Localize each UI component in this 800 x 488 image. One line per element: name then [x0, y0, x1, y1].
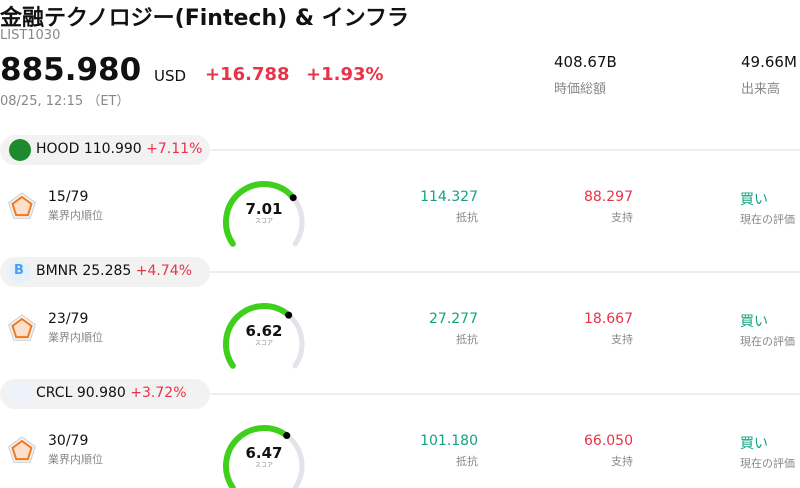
rank-icon	[11, 317, 33, 339]
resistance-label: 抵抗	[456, 455, 478, 468]
ticker-ticker: BMNR	[36, 263, 78, 279]
score-label: スコア	[254, 462, 273, 469]
rank-label: 業界内順位	[48, 453, 103, 466]
ticker-pill	[0, 135, 210, 165]
rank-label: 業界内順位	[48, 331, 103, 344]
ticker[interactable]: CRCL 90.980 +3.72%	[36, 385, 187, 401]
stat-value: 408.67B	[554, 53, 617, 71]
row-graphics	[0, 257, 800, 369]
score: 7.01	[245, 200, 283, 218]
rating: 買い	[740, 314, 768, 330]
rating-label: 現在の評価	[740, 457, 795, 470]
score: 6.62	[245, 322, 283, 340]
gauge-value	[223, 181, 297, 247]
resistance: 101.180	[420, 433, 478, 449]
resistance: 114.327	[420, 189, 478, 205]
support-label: 支持	[611, 333, 633, 346]
ticker[interactable]: HOOD 110.990 +7.11%	[36, 141, 202, 157]
support-label: 支持	[611, 455, 633, 468]
row-graphics	[0, 379, 800, 488]
stat-label: 出来高	[741, 82, 781, 97]
ticker-change: +4.74%	[135, 263, 193, 279]
logo-text: B	[14, 263, 24, 278]
change: +16.788	[205, 64, 290, 85]
ticker-price: 25.285	[82, 263, 132, 279]
title: 金融テクノロジー(Fintech) & インフラ	[0, 6, 410, 31]
gauge-dot	[285, 311, 293, 319]
score: 6.47	[245, 444, 283, 462]
currency: USD	[154, 67, 187, 85]
support: 66.050	[584, 433, 633, 449]
gauge-value	[223, 303, 292, 369]
support: 88.297	[584, 189, 633, 205]
row-graphics	[0, 135, 800, 247]
rank: 30/79	[48, 433, 89, 449]
rating: 買い	[740, 192, 768, 208]
ticker-ticker: HOOD	[36, 141, 80, 157]
rating-label: 現在の評価	[740, 213, 795, 226]
stat-value: 49.66M	[741, 53, 797, 71]
score-label: スコア	[254, 218, 273, 225]
stat-label: 時価総額	[554, 82, 607, 97]
rank-icon	[11, 439, 33, 461]
ticker-pill	[0, 379, 210, 409]
rank-icon	[11, 195, 33, 217]
rating: 買い	[740, 436, 768, 452]
logo	[9, 383, 31, 405]
ticker[interactable]: BMNR 25.285 +4.74%	[36, 263, 192, 279]
ticker-ticker: CRCL	[36, 385, 73, 401]
ticker-price: 110.990	[83, 141, 142, 157]
support-label: 支持	[611, 211, 633, 224]
logo	[9, 139, 31, 161]
ticker-change: +7.11%	[146, 141, 203, 157]
price: 885.980	[0, 52, 142, 88]
gauge-value	[223, 425, 290, 488]
score-label: スコア	[254, 340, 273, 347]
time: 08/25, 12:15 （ET）	[0, 94, 130, 109]
resistance: 27.277	[429, 311, 478, 327]
rank: 23/79	[48, 311, 89, 327]
ticker-pill	[0, 257, 210, 287]
change-pct: +1.93%	[306, 64, 384, 85]
rank: 15/79	[48, 189, 89, 205]
gauge-dot	[289, 194, 297, 202]
resistance-label: 抵抗	[456, 333, 478, 346]
code: LIST1030	[0, 28, 61, 43]
support: 18.667	[584, 311, 633, 327]
logo	[9, 261, 31, 283]
ticker-change: +3.72%	[130, 385, 187, 401]
resistance-label: 抵抗	[456, 211, 478, 224]
rank-label: 業界内順位	[48, 209, 103, 222]
gauge-dot	[283, 432, 291, 440]
rating-label: 現在の評価	[740, 335, 795, 348]
ticker-price: 90.980	[76, 385, 126, 401]
